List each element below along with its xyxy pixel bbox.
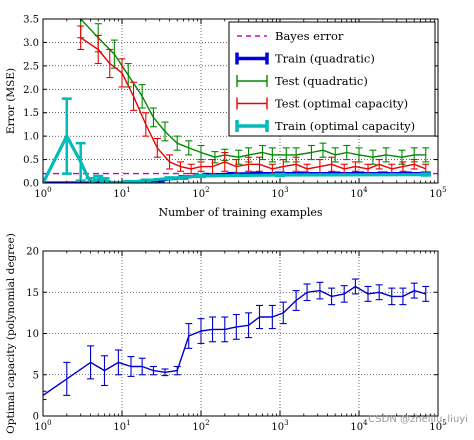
- top-y-tick-label: 2.0: [23, 85, 39, 96]
- bottom-y-tick-label: 10: [26, 329, 39, 340]
- top-y-tick-label: 3.0: [23, 38, 39, 49]
- legend-label-test-quadratic-: Test (quadratic): [275, 74, 368, 88]
- bottom-series-group: [43, 278, 430, 401]
- top-y-tick-label: 0.0: [23, 179, 39, 190]
- top-x-axis-label: Number of training examples: [158, 206, 322, 219]
- bottom-y-axis-label: Optimal capacity (polynomial degree): [5, 233, 17, 434]
- top-y-tick-label: 1.0: [23, 132, 39, 143]
- top-legend: Bayes error Train (quadratic) Test (quadra…: [228, 21, 436, 137]
- bottom-x-tick-label: 101: [113, 419, 130, 433]
- bottom-x-tick-label: 102: [192, 419, 209, 433]
- top-series-group: [43, 19, 438, 183]
- bottom-y-tick-label: 15: [26, 288, 39, 299]
- bottom-x-tick-label: 103: [271, 419, 288, 433]
- top-x-tick-label: 100: [34, 186, 51, 200]
- top-y-tick-label: 0.5: [23, 155, 39, 166]
- bottom-x-tick-label: 104: [350, 419, 368, 433]
- bottom-y-tick-label: 20: [26, 247, 39, 258]
- top-y-tick-label: 2.5: [23, 61, 39, 72]
- top-x-tick-label: 104: [350, 186, 368, 200]
- legend-label-test-optimal-capacity-: Test (optimal capacity): [275, 97, 408, 111]
- legend-label-train-quadratic-: Train (quadratic): [275, 52, 375, 66]
- top-x-tick-label: 103: [271, 186, 288, 200]
- top-y-tick-label: 3.5: [23, 15, 39, 26]
- bottom-y-tick-label: 5: [33, 370, 39, 381]
- top-legend-box: [228, 21, 436, 137]
- top-x-tick-label: 102: [192, 186, 209, 200]
- bottom-y-tick-label: 0: [33, 412, 39, 423]
- bottom-series-optimal-capacity: [43, 285, 426, 396]
- legend-label-bayes-error: Bayes error: [275, 29, 344, 43]
- top-series-test-quadratic-: [80, 19, 426, 158]
- legend-label-train-optimal-capacity-: Train (optimal capacity): [275, 119, 415, 133]
- top-x-tick-label: 101: [113, 186, 130, 200]
- bottom-grid: [42, 250, 439, 417]
- bottom-x-tick-label: 100: [34, 419, 51, 433]
- bottom-x-tick-label: 105: [429, 419, 446, 433]
- top-x-tick-label: 105: [429, 186, 446, 200]
- top-axes-frame: [42, 18, 439, 184]
- top-y-tick-label: 1.5: [23, 108, 39, 119]
- top-series-test-optimal-capacity-: [80, 37, 427, 170]
- bottom-axes-frame: [42, 250, 439, 417]
- top-y-axis-label: Error (MSE): [5, 68, 17, 134]
- watermark-text: CSDN @zhelliu_liuyi: [368, 414, 468, 425]
